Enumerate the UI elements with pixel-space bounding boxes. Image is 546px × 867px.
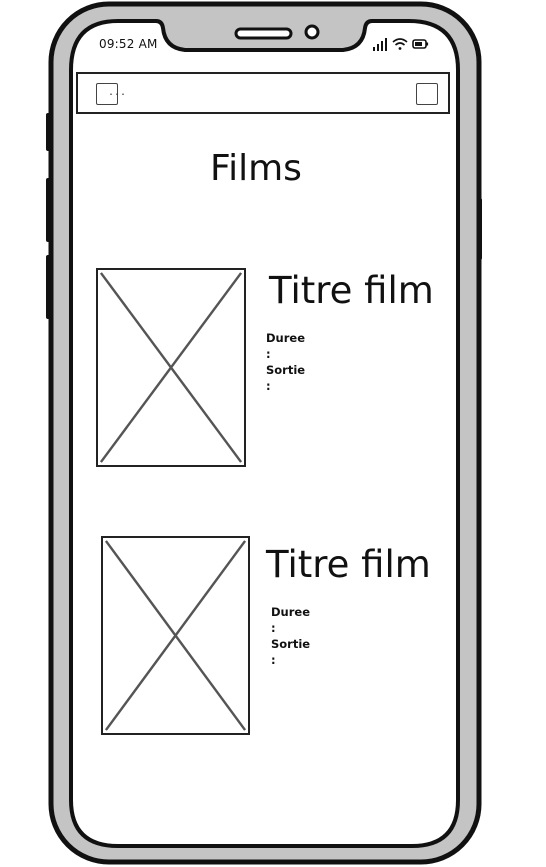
top-nav-bar [76, 72, 450, 114]
status-time: 09:52 AM [99, 37, 158, 51]
film-poster-placeholder[interactable] [96, 268, 246, 467]
nav-action-button[interactable] [416, 83, 438, 105]
film-duration-label: Duree : [266, 331, 306, 361]
image-placeholder-icon [99, 272, 243, 463]
film-title[interactable]: Titre film [266, 543, 431, 586]
ellipsis-icon: ... [108, 87, 127, 98]
film-poster-placeholder[interactable] [101, 536, 250, 735]
battery-icon [412, 39, 429, 49]
film-details: Duree : Sortie : [271, 604, 310, 668]
film-duration-label: Duree : [271, 605, 311, 635]
wifi-icon [392, 38, 408, 50]
film-release-label: Sortie : [271, 637, 311, 667]
image-placeholder-icon [104, 540, 247, 731]
signal-icon [373, 38, 387, 51]
speaker-grille [234, 27, 293, 40]
film-details: Duree : Sortie : [266, 330, 305, 394]
film-title[interactable]: Titre film [269, 269, 434, 312]
page-title: Films [210, 148, 302, 189]
status-icons [373, 38, 429, 51]
film-release-label: Sortie : [266, 363, 306, 393]
menu-button[interactable]: ... [96, 83, 126, 105]
front-camera [304, 24, 320, 40]
